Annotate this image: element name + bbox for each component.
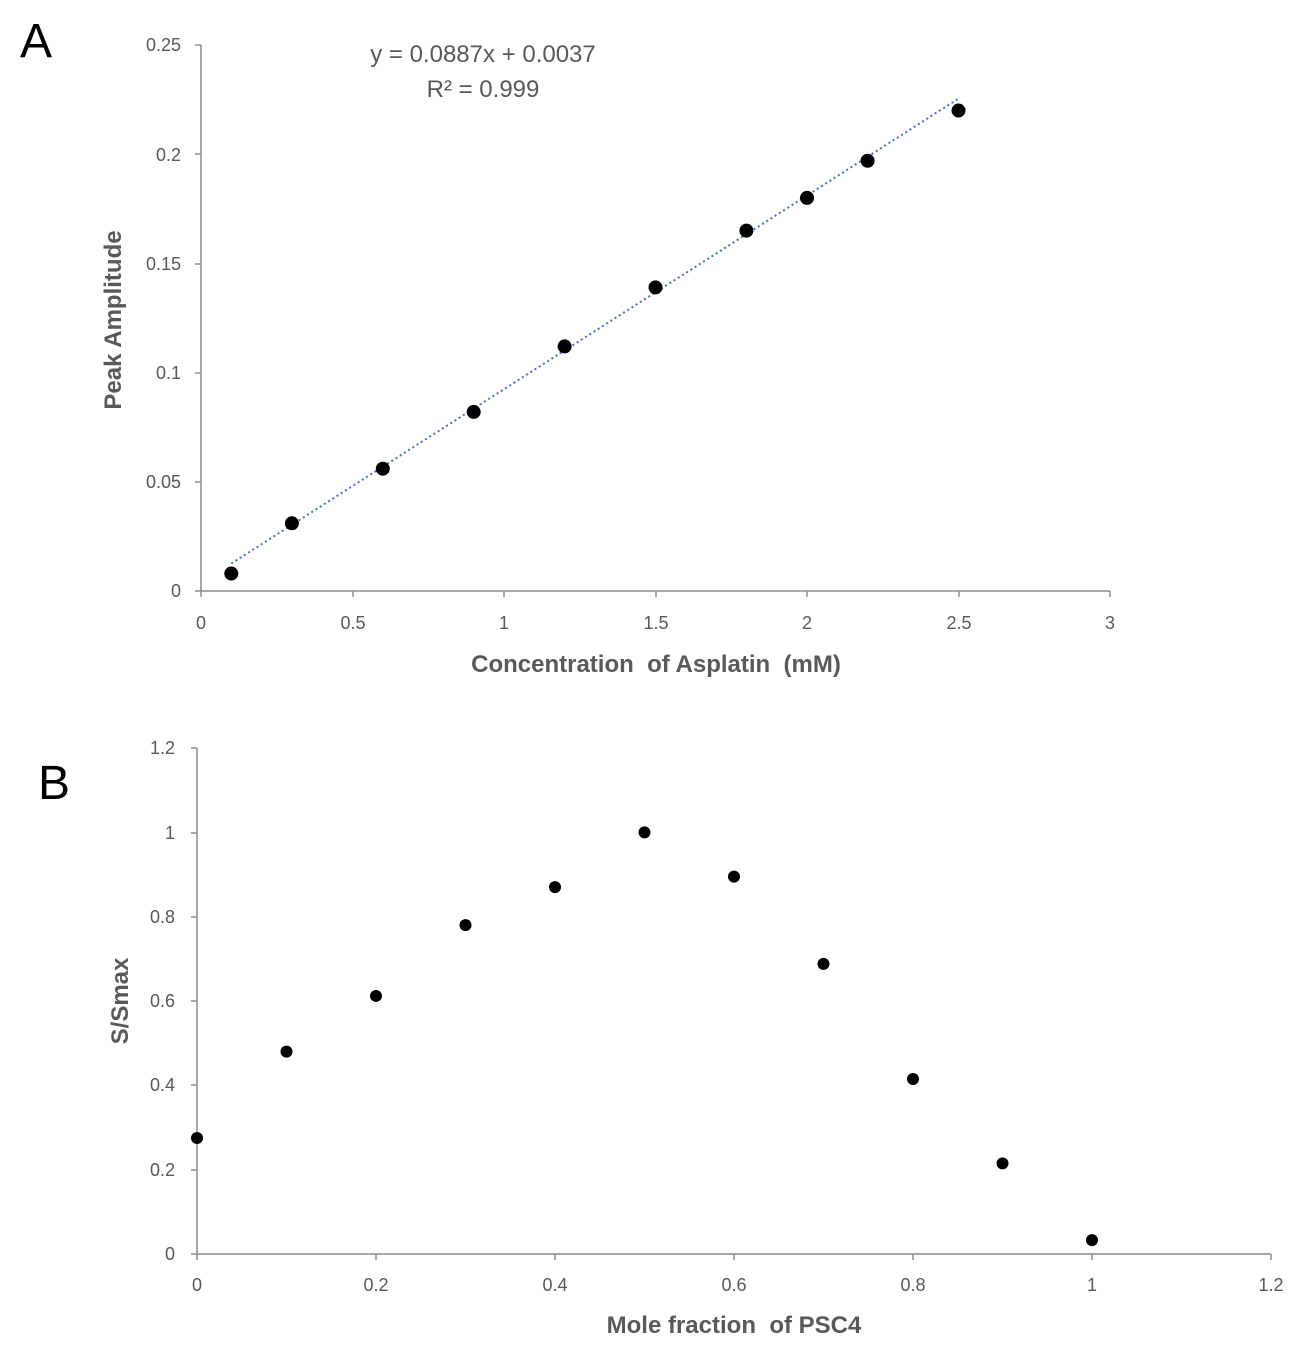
data-point (557, 339, 572, 354)
y-tick-label: 0.2 (156, 145, 181, 165)
panel-a-label: A (20, 15, 52, 68)
data-point (728, 870, 740, 883)
data-point (191, 1132, 203, 1145)
data-point (459, 919, 472, 932)
y-tick-label: 0.6 (150, 991, 175, 1011)
panel-b-label: B (38, 757, 70, 810)
x-tick-label: 0.2 (363, 1275, 388, 1295)
data-point (996, 1157, 1009, 1170)
y-tick-label: 0 (171, 581, 181, 601)
panel-b-y-axis-title: S/Smax (107, 957, 134, 1044)
data-point (638, 826, 651, 839)
panel-b-y-ticks: 0 0.2 0.4 0.6 0.8 1 1.2 (150, 738, 197, 1264)
x-tick-label: 1.2 (1258, 1275, 1283, 1295)
x-tick-label: 0.6 (721, 1275, 746, 1295)
data-point (370, 989, 382, 1002)
x-tick-label: 1 (1087, 1275, 1097, 1295)
panel-b-data-points (191, 826, 1098, 1247)
x-tick-label: 3 (1105, 613, 1115, 633)
y-tick-label: 0.4 (150, 1075, 175, 1095)
data-point (224, 566, 239, 581)
panel-a-data-points (224, 103, 966, 581)
data-point (951, 103, 966, 118)
data-point (549, 881, 561, 894)
data-point (800, 190, 814, 205)
panel-a-x-ticks: 0 0.5 1 1.5 2 2.5 3 (196, 591, 1115, 633)
trendline-equation: y = 0.0887x + 0.0037 (370, 41, 596, 68)
panel-b-x-ticks: 0 0.2 0.4 0.6 0.8 1 1.2 (192, 1254, 1284, 1295)
y-tick-label: 0.15 (146, 254, 181, 274)
x-tick-label: 0 (196, 613, 206, 633)
data-point (648, 280, 663, 295)
y-tick-label: 0 (165, 1244, 175, 1264)
data-point (1086, 1234, 1098, 1247)
panel-a-y-axis-title: Peak Amplitude (100, 230, 127, 409)
data-point (739, 223, 754, 238)
panel-a-x-axis-title: Concentration of Asplatin (mM) (471, 651, 841, 678)
y-tick-label: 0.8 (150, 907, 175, 927)
panel-a-trendline (230, 97, 960, 565)
data-point (817, 957, 830, 970)
x-tick-label: 2.5 (946, 613, 971, 633)
y-tick-label: 0.1 (156, 363, 181, 383)
x-tick-label: 1.5 (643, 613, 668, 633)
panel-b-chart: B 0 0.2 0.4 0.6 0.8 1 1.2 0 0.2 0.4 0.6 … (38, 738, 1284, 1339)
y-tick-label: 1.2 (150, 738, 175, 758)
x-tick-label: 0.5 (340, 613, 365, 633)
panel-a-chart: A 0 0.05 0.1 0.15 0.2 0.25 0 0.5 1 1.5 2… (20, 15, 1115, 678)
data-point (466, 404, 481, 419)
y-tick-label: 0.2 (150, 1160, 175, 1180)
data-point (280, 1045, 293, 1058)
y-tick-label: 0.25 (146, 35, 181, 55)
x-tick-label: 0 (192, 1275, 202, 1295)
data-point (907, 1073, 919, 1086)
r-squared-label: R² = 0.999 (427, 76, 540, 103)
x-tick-label: 0.4 (542, 1275, 567, 1295)
panel-a-y-ticks: 0 0.05 0.1 0.15 0.2 0.25 (146, 35, 201, 601)
y-tick-label: 1 (165, 823, 175, 843)
x-tick-label: 2 (802, 613, 812, 633)
x-tick-label: 1 (499, 613, 509, 633)
data-point (375, 461, 390, 476)
y-tick-label: 0.05 (146, 472, 181, 492)
x-tick-label: 0.8 (900, 1275, 925, 1295)
data-point (860, 153, 875, 168)
panel-b-x-axis-title: Mole fraction of PSC4 (607, 1312, 862, 1339)
data-point (284, 516, 299, 531)
